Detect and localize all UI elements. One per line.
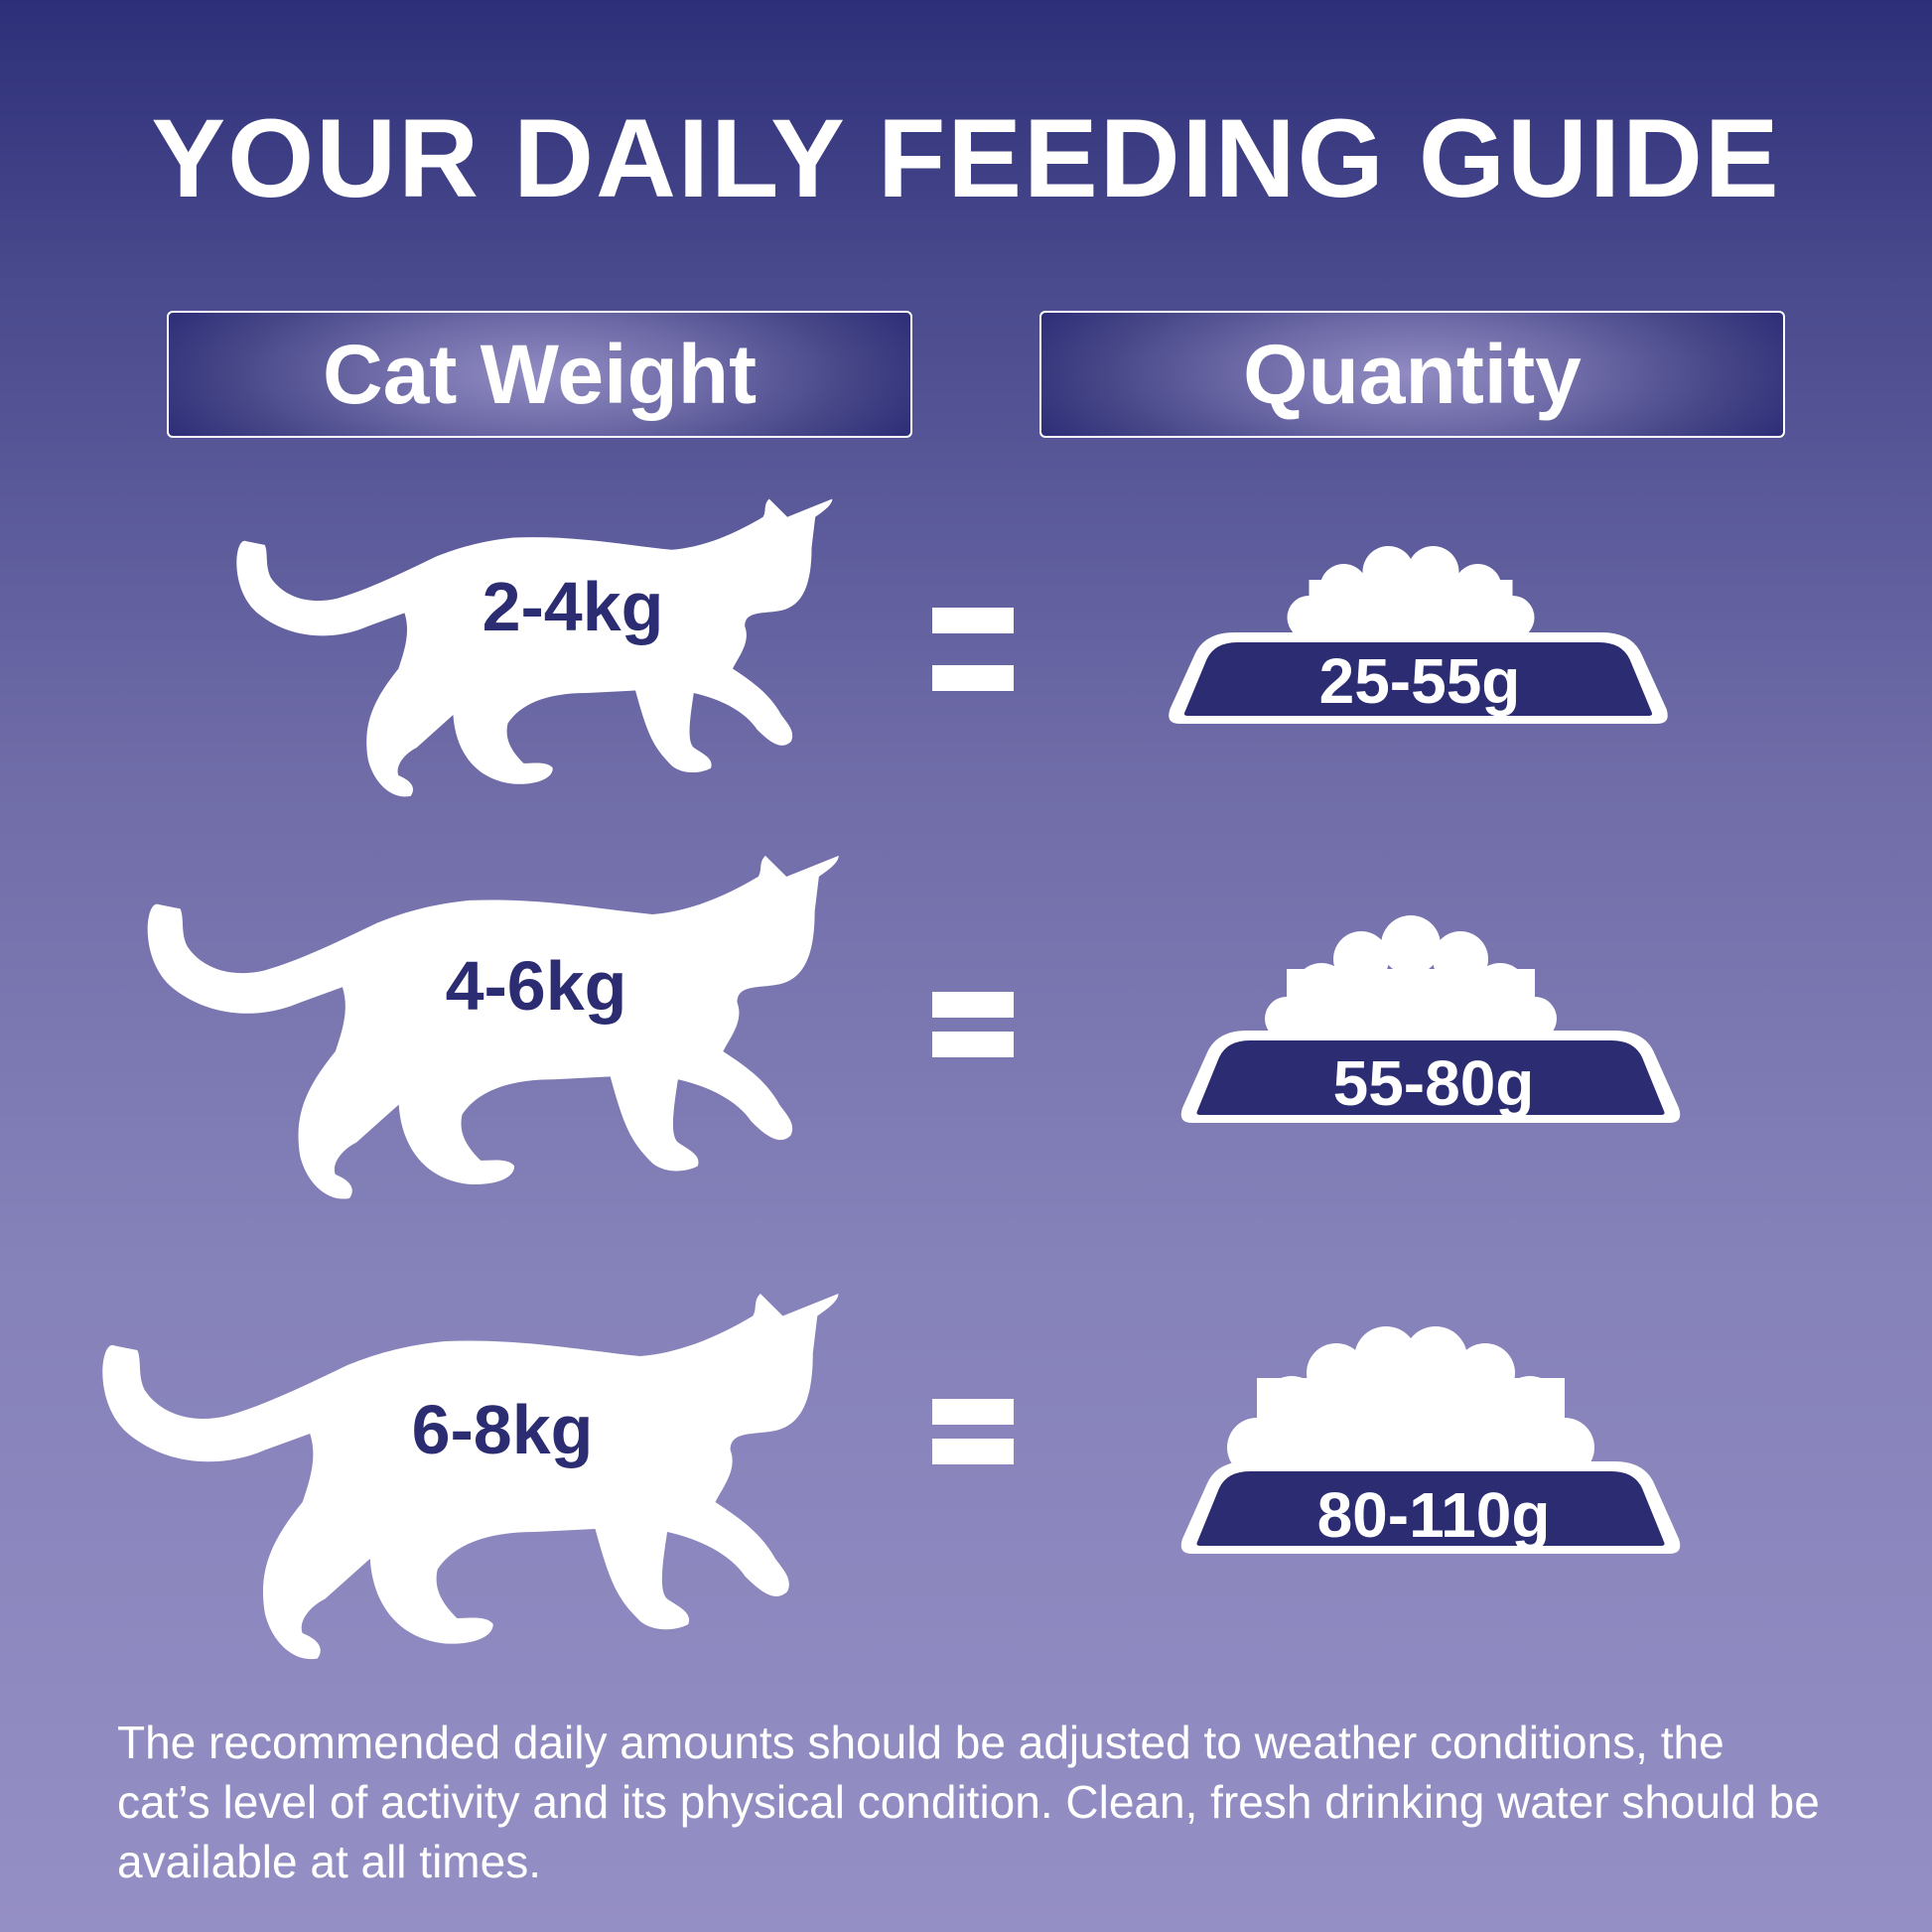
- footer-note: The recommended daily amounts should be …: [117, 1717, 1820, 1887]
- cat-weight-header: Cat Weight: [167, 311, 912, 438]
- cat-weight-label: 6-8kg: [411, 1391, 594, 1468]
- equals-icon: [932, 992, 1014, 1075]
- cat-weight-header-label: Cat Weight: [322, 327, 758, 421]
- food-bowl-icon: [1180, 1326, 1681, 1554]
- cat-weight-label: 2-4kg: [482, 568, 664, 645]
- quantity-label: 55-80g: [1332, 1047, 1535, 1119]
- quantity-header: Quantity: [1039, 311, 1785, 438]
- cat-silhouette-icon: [102, 1294, 839, 1660]
- quantity-header-label: Quantity: [1243, 327, 1582, 421]
- equals-icon: [932, 608, 1014, 691]
- page-title: YOUR DAILY FEEDING GUIDE: [151, 96, 1781, 220]
- cat-silhouette-icon: [147, 855, 839, 1199]
- food-bowl-icon: [1169, 546, 1668, 724]
- cat-silhouette-icon: [236, 498, 833, 797]
- equals-icon: [932, 1399, 1014, 1482]
- quantity-label: 25-55g: [1318, 645, 1521, 717]
- quantity-label: 80-110g: [1316, 1479, 1551, 1551]
- cat-weight-label: 4-6kg: [445, 947, 627, 1025]
- food-bowl-icon: [1180, 915, 1681, 1123]
